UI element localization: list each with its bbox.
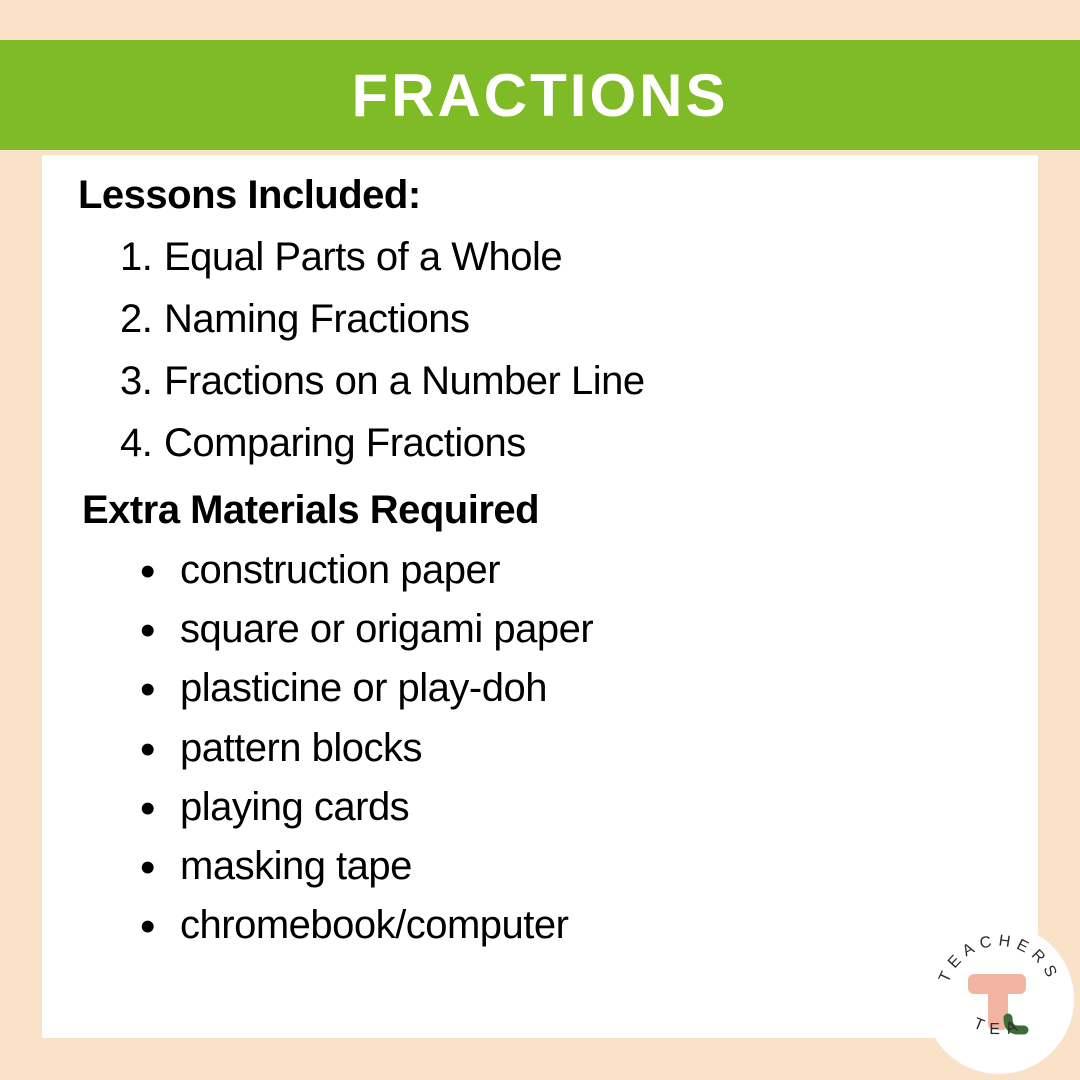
lessons-list: Equal Parts of a Whole Naming Fractions … bbox=[78, 226, 1002, 474]
page-title: FRACTIONS bbox=[352, 61, 729, 130]
lesson-item: Equal Parts of a Whole bbox=[120, 226, 1002, 288]
content-card: Lessons Included: Equal Parts of a Whole… bbox=[42, 155, 1038, 1038]
material-item: playing cards bbox=[140, 778, 1002, 837]
lesson-item: Fractions on a Number Line bbox=[120, 350, 1002, 412]
materials-list: construction paper square or origami pap… bbox=[78, 541, 1002, 955]
logo-icon: TEACHERS TEA bbox=[924, 924, 1074, 1074]
material-item: masking tape bbox=[140, 837, 1002, 896]
lesson-item: Comparing Fractions bbox=[120, 412, 1002, 474]
materials-heading: Extra Materials Required bbox=[82, 488, 1002, 533]
header-banner: FRACTIONS bbox=[0, 40, 1080, 150]
lessons-heading: Lessons Included: bbox=[78, 173, 1002, 218]
material-item: pattern blocks bbox=[140, 719, 1002, 778]
brand-logo: TEACHERS TEA bbox=[924, 924, 1074, 1074]
material-item: construction paper bbox=[140, 541, 1002, 600]
material-item: plasticine or play-doh bbox=[140, 659, 1002, 718]
material-item: square or origami paper bbox=[140, 600, 1002, 659]
material-item: chromebook/computer bbox=[140, 896, 1002, 955]
lesson-item: Naming Fractions bbox=[120, 288, 1002, 350]
